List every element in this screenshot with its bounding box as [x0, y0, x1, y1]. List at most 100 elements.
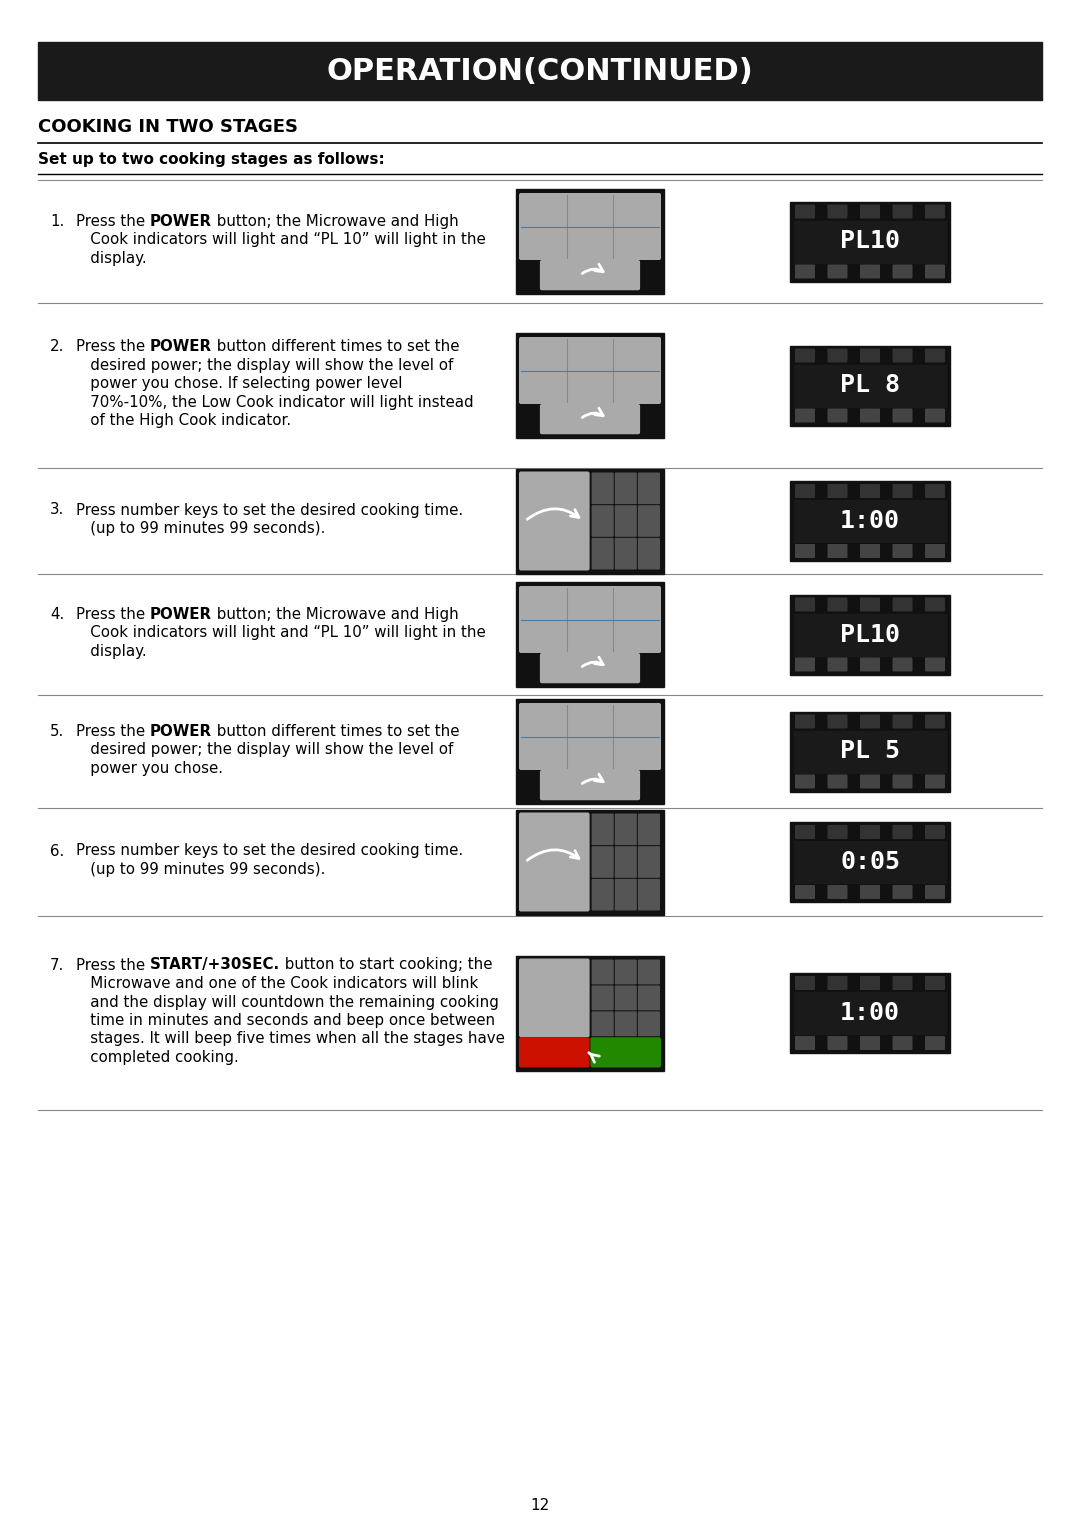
- FancyBboxPatch shape: [860, 977, 880, 990]
- FancyBboxPatch shape: [592, 960, 613, 984]
- FancyBboxPatch shape: [827, 408, 848, 423]
- Text: 5.: 5.: [50, 724, 64, 739]
- Text: power you chose. If selecting power level: power you chose. If selecting power leve…: [76, 376, 403, 391]
- Text: Cook indicators will light and “PL 10” will light in the: Cook indicators will light and “PL 10” w…: [76, 233, 486, 247]
- Text: POWER: POWER: [150, 724, 212, 739]
- Text: 70%-10%, the Low Cook indicator will light instead: 70%-10%, the Low Cook indicator will lig…: [76, 396, 474, 409]
- FancyBboxPatch shape: [827, 348, 848, 362]
- FancyBboxPatch shape: [827, 714, 848, 728]
- FancyBboxPatch shape: [827, 885, 848, 898]
- FancyBboxPatch shape: [827, 658, 848, 671]
- Bar: [789, 345, 950, 426]
- FancyBboxPatch shape: [615, 878, 637, 911]
- Bar: [789, 711, 950, 791]
- Text: Microwave and one of the Cook indicators will blink: Microwave and one of the Cook indicators…: [76, 977, 478, 990]
- FancyBboxPatch shape: [795, 825, 815, 839]
- Text: START/+30SEC.: START/+30SEC.: [150, 958, 280, 972]
- Text: display.: display.: [76, 644, 147, 659]
- FancyBboxPatch shape: [795, 348, 815, 362]
- FancyBboxPatch shape: [827, 598, 848, 612]
- FancyBboxPatch shape: [860, 204, 880, 219]
- FancyBboxPatch shape: [592, 1012, 613, 1036]
- FancyBboxPatch shape: [795, 714, 815, 728]
- Bar: [516, 955, 664, 1070]
- Text: button; the Microwave and High: button; the Microwave and High: [212, 607, 459, 622]
- Bar: [794, 613, 946, 656]
- FancyBboxPatch shape: [795, 658, 815, 671]
- FancyBboxPatch shape: [892, 598, 913, 612]
- FancyBboxPatch shape: [519, 472, 590, 570]
- FancyBboxPatch shape: [860, 658, 880, 671]
- FancyBboxPatch shape: [540, 770, 640, 800]
- FancyBboxPatch shape: [924, 598, 945, 612]
- Text: 3.: 3.: [50, 503, 64, 518]
- FancyBboxPatch shape: [592, 878, 613, 911]
- FancyBboxPatch shape: [860, 348, 880, 362]
- FancyBboxPatch shape: [615, 1012, 637, 1036]
- FancyBboxPatch shape: [892, 658, 913, 671]
- Text: PL 5: PL 5: [840, 739, 900, 763]
- Text: button to start cooking; the: button to start cooking; the: [280, 958, 492, 972]
- Text: stages. It will beep five times when all the stages have: stages. It will beep five times when all…: [76, 1032, 504, 1047]
- Text: button different times to set the: button different times to set the: [212, 724, 459, 739]
- FancyBboxPatch shape: [860, 714, 880, 728]
- FancyBboxPatch shape: [827, 774, 848, 788]
- FancyBboxPatch shape: [795, 204, 815, 219]
- FancyBboxPatch shape: [827, 544, 848, 558]
- FancyBboxPatch shape: [892, 484, 913, 498]
- Text: COOKING IN TWO STAGES: COOKING IN TWO STAGES: [38, 118, 298, 136]
- FancyBboxPatch shape: [540, 405, 640, 434]
- FancyBboxPatch shape: [615, 472, 637, 504]
- Text: POWER: POWER: [150, 339, 212, 354]
- FancyBboxPatch shape: [795, 408, 815, 423]
- Text: POWER: POWER: [150, 607, 212, 622]
- FancyBboxPatch shape: [924, 885, 945, 898]
- FancyBboxPatch shape: [591, 1038, 661, 1067]
- Text: 12: 12: [530, 1498, 550, 1513]
- FancyBboxPatch shape: [924, 484, 945, 498]
- Bar: [794, 731, 946, 773]
- Text: (up to 99 minutes 99 seconds).: (up to 99 minutes 99 seconds).: [76, 521, 325, 537]
- Text: (up to 99 minutes 99 seconds).: (up to 99 minutes 99 seconds).: [76, 862, 325, 877]
- Text: button; the Microwave and High: button; the Microwave and High: [212, 213, 459, 228]
- FancyBboxPatch shape: [892, 204, 913, 219]
- FancyBboxPatch shape: [924, 774, 945, 788]
- FancyBboxPatch shape: [924, 1036, 945, 1050]
- Text: Press number keys to set the desired cooking time.: Press number keys to set the desired coo…: [76, 843, 463, 858]
- Bar: [789, 973, 950, 1053]
- FancyBboxPatch shape: [860, 885, 880, 898]
- FancyBboxPatch shape: [924, 348, 945, 362]
- FancyBboxPatch shape: [795, 977, 815, 990]
- FancyBboxPatch shape: [615, 986, 637, 1010]
- Bar: [789, 822, 950, 901]
- FancyBboxPatch shape: [924, 977, 945, 990]
- Text: 1:00: 1:00: [840, 1001, 900, 1026]
- FancyBboxPatch shape: [860, 408, 880, 423]
- FancyBboxPatch shape: [795, 484, 815, 498]
- FancyBboxPatch shape: [519, 193, 661, 261]
- FancyBboxPatch shape: [860, 265, 880, 279]
- FancyBboxPatch shape: [638, 960, 660, 984]
- FancyBboxPatch shape: [860, 774, 880, 788]
- Bar: [794, 992, 946, 1033]
- Bar: [794, 842, 946, 883]
- FancyBboxPatch shape: [638, 538, 660, 569]
- FancyBboxPatch shape: [860, 825, 880, 839]
- FancyBboxPatch shape: [892, 544, 913, 558]
- FancyBboxPatch shape: [615, 506, 637, 537]
- FancyBboxPatch shape: [892, 825, 913, 839]
- FancyBboxPatch shape: [892, 265, 913, 279]
- Text: and the display will countdown the remaining cooking: and the display will countdown the remai…: [76, 995, 499, 1010]
- FancyBboxPatch shape: [519, 586, 661, 653]
- FancyBboxPatch shape: [519, 958, 590, 1038]
- FancyBboxPatch shape: [827, 1036, 848, 1050]
- Text: 1.: 1.: [50, 213, 64, 228]
- FancyBboxPatch shape: [615, 814, 637, 845]
- Text: Press the: Press the: [76, 339, 150, 354]
- Text: 7.: 7.: [50, 958, 64, 972]
- FancyBboxPatch shape: [540, 261, 640, 290]
- FancyBboxPatch shape: [795, 885, 815, 898]
- Bar: [516, 333, 664, 438]
- Text: desired power; the display will show the level of: desired power; the display will show the…: [76, 742, 454, 757]
- Text: PL10: PL10: [840, 622, 900, 647]
